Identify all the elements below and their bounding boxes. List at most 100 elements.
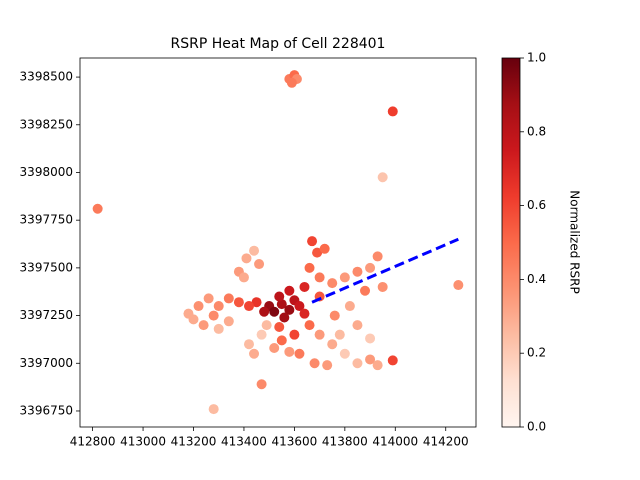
- point: [314, 329, 325, 340]
- colorbar: [502, 58, 520, 427]
- point: [294, 301, 305, 312]
- colorbar-tick-label: 0.2: [527, 346, 546, 360]
- point: [304, 262, 315, 273]
- point: [223, 293, 234, 304]
- y-tick-label: 3398250: [20, 117, 73, 131]
- point: [213, 323, 224, 334]
- colorbar-tick-label: 0.0: [527, 420, 546, 434]
- y-tick-label: 3397500: [20, 260, 73, 274]
- point: [387, 106, 398, 117]
- x-tick-label: 413600: [271, 435, 317, 449]
- point: [276, 299, 287, 310]
- point: [254, 259, 265, 270]
- point: [344, 301, 355, 312]
- y-tick-label: 3398000: [20, 165, 73, 179]
- colorbar-tick-label: 0.6: [527, 198, 546, 212]
- y-tick-label: 3396750: [20, 403, 73, 417]
- point: [372, 360, 383, 371]
- point: [251, 297, 262, 308]
- point: [274, 322, 285, 333]
- point: [203, 293, 214, 304]
- point: [249, 348, 260, 359]
- chart-title: RSRP Heat Map of Cell 228401: [171, 36, 386, 52]
- point: [314, 272, 325, 283]
- point: [453, 280, 464, 291]
- point: [238, 272, 249, 283]
- point: [352, 266, 363, 277]
- point: [284, 346, 295, 357]
- point: [329, 310, 340, 321]
- point: [241, 253, 252, 264]
- point: [223, 316, 234, 327]
- point: [256, 379, 267, 390]
- point: [183, 308, 194, 319]
- x-tick-label: 414000: [372, 435, 418, 449]
- point: [312, 247, 323, 258]
- point: [249, 245, 260, 256]
- point: [286, 77, 297, 88]
- point: [299, 308, 310, 319]
- colorbar-tick-label: 1.0: [527, 51, 546, 65]
- point: [208, 310, 219, 321]
- point: [334, 329, 345, 340]
- x-tick-label: 413000: [120, 435, 166, 449]
- point: [372, 251, 383, 262]
- y-tick-label: 3397000: [20, 356, 73, 370]
- point: [339, 348, 350, 359]
- point: [233, 297, 244, 308]
- point: [352, 320, 363, 331]
- plot-area: [92, 70, 464, 415]
- point: [387, 355, 398, 366]
- point: [339, 272, 350, 283]
- colorbar-frame: [501, 57, 521, 428]
- point: [208, 404, 219, 415]
- plot-frame: [79, 57, 477, 428]
- point: [304, 320, 315, 331]
- x-tick-label: 413800: [322, 435, 368, 449]
- y-tick-label: 3397250: [20, 308, 73, 322]
- point: [269, 343, 280, 354]
- point: [243, 301, 254, 312]
- point: [243, 339, 254, 350]
- point: [309, 358, 320, 369]
- point: [284, 285, 295, 296]
- colorbar-tick-label: 0.4: [527, 272, 546, 286]
- x-tick-label: 412800: [70, 435, 116, 449]
- point: [92, 203, 103, 214]
- point: [299, 281, 310, 292]
- point: [365, 354, 376, 365]
- point: [276, 335, 287, 346]
- point: [279, 312, 290, 323]
- point: [284, 304, 295, 315]
- point: [289, 329, 300, 340]
- point: [261, 320, 272, 331]
- point: [352, 358, 363, 369]
- point: [365, 333, 376, 344]
- point: [256, 329, 267, 340]
- point: [198, 320, 209, 331]
- colorbar-label: Normalized RSRP: [568, 190, 582, 293]
- point: [327, 278, 338, 289]
- point: [294, 348, 305, 359]
- x-tick-label: 413400: [221, 435, 267, 449]
- point: [322, 360, 333, 371]
- point: [360, 285, 371, 296]
- point: [274, 291, 285, 302]
- x-tick-label: 414200: [423, 435, 469, 449]
- point: [193, 301, 204, 312]
- point: [259, 306, 270, 317]
- point: [319, 243, 330, 254]
- point: [327, 339, 338, 350]
- colorbar-tick-label: 0.8: [527, 124, 546, 138]
- y-tick-label: 3397750: [20, 213, 73, 227]
- point: [365, 262, 376, 273]
- point: [269, 306, 280, 317]
- point: [377, 281, 388, 292]
- x-tick-label: 413200: [171, 435, 217, 449]
- y-tick-label: 3398500: [20, 70, 73, 84]
- direction-line: [311, 237, 459, 304]
- point: [213, 301, 224, 312]
- point: [307, 236, 318, 247]
